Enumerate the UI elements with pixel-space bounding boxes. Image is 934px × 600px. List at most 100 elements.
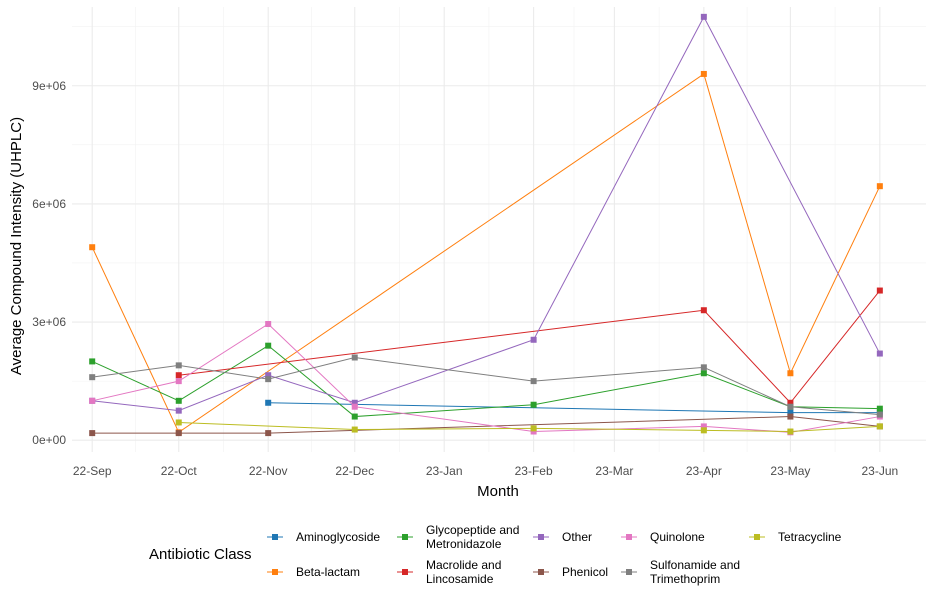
data-point [700,307,707,314]
data-point [700,364,707,371]
axis-ticks: 22-Sep 22-Oct 22-Nov 22-Dec 23-Jan 23-Feb 23-M… [32,79,898,478]
data-point [265,372,272,379]
x-tick-label: 23-Mar [595,464,633,478]
legend-key-point [626,534,632,540]
data-point [265,376,272,383]
legend-item: Other [533,530,592,544]
x-tick-label: 22-Nov [249,464,288,478]
data-point [175,397,182,404]
series-line [92,356,880,416]
data-point [351,426,358,433]
legend-key-point [272,534,278,540]
data-point [876,350,883,357]
legend-label-line: Lincosamide [426,572,494,586]
y-axis-title: Average Compound Intensity (UHPLC) [8,117,25,375]
data-point [787,409,794,416]
legend-label-line: Sulfonamide and [650,558,740,572]
legend-key-point [402,569,408,575]
x-tick-label: 22-Dec [335,464,374,478]
x-tick-label: 23-Jan [426,464,463,478]
legend-label: Macrolide and Lincosamide [426,558,501,586]
legend-key-point [754,534,760,540]
series-other [89,13,883,414]
data-point [787,399,794,406]
series-sulfonamide-and [89,354,883,418]
legend-key-point [626,569,632,575]
data-point [175,362,182,369]
data-point [175,372,182,379]
data-point [175,419,182,426]
legend-label: Beta-lactam [296,565,360,579]
x-tick-label: 23-May [770,464,810,478]
series-line [91,345,880,418]
series-lines [89,13,883,437]
legend-label: Other [562,530,592,544]
data-point [351,399,358,406]
legend-item: Tetracycline [749,530,842,544]
data-point [351,354,358,361]
series-line [92,323,880,433]
legend-label-line: Other [562,530,592,544]
data-point [530,401,537,408]
x-tick-label: 22-Oct [161,464,198,478]
legend-item: Sulfonamide and Trimethoprim [621,558,740,586]
data-point [787,413,794,420]
legend-item: Glycopeptide and Metronidazole [397,523,519,551]
data-point [89,358,96,365]
series-macrolide-and [175,287,883,406]
data-point [89,244,96,251]
series-tetracycline [175,419,883,435]
data-point [876,405,883,412]
y-tick-label: 3e+06 [32,315,66,329]
data-point [876,423,883,430]
legend: Antibiotic Class Aminoglycoside Beta-lact… [149,523,842,586]
x-tick-label: 23-Apr [686,464,722,478]
data-point [700,70,707,77]
data-point [351,413,358,420]
data-point [530,425,537,432]
x-tick-label: 22-Sep [73,464,112,478]
legend-key-point [402,534,408,540]
legend-label-line: Metronidazole [426,537,502,551]
data-point [89,397,96,404]
y-tick-label: 6e+06 [32,197,66,211]
x-axis-title: Month [477,483,519,500]
data-point [876,183,883,190]
legend-label-line: Trimethoprim [650,572,720,586]
data-point [89,430,96,437]
data-point [700,423,707,430]
data-point [787,403,794,410]
legend-key-point [272,569,278,575]
data-point [700,370,707,377]
legend-label-line: Phenicol [562,565,608,579]
series-line [178,290,881,404]
grid [72,7,926,452]
series-line [92,15,881,412]
data-point [175,378,182,385]
data-point [530,336,537,343]
legend-item: Phenicol [533,565,608,579]
data-point [787,428,794,435]
data-point [876,411,883,418]
legend-item: Quinolone [621,530,705,544]
data-point [700,427,707,434]
data-point [265,321,272,328]
series-quinolone [89,321,883,436]
data-point [175,430,182,437]
y-tick-label: 0e+00 [32,433,66,447]
legend-item: Aminoglycoside [267,530,380,544]
legend-label-line: Quinolone [650,530,705,544]
legend-label: Glycopeptide and Metronidazole [426,523,519,551]
data-point [700,13,707,20]
data-point [265,430,272,437]
legend-label-line: Macrolide and [426,558,501,572]
data-point [265,399,272,406]
x-tick-label: 23-Feb [515,464,553,478]
legend-label: Phenicol [562,565,608,579]
data-point [175,407,182,414]
legend-label-line: Beta-lactam [296,565,360,579]
legend-key-point [538,569,544,575]
y-tick-label: 9e+06 [32,79,66,93]
legend-label: Aminoglycoside [296,530,380,544]
